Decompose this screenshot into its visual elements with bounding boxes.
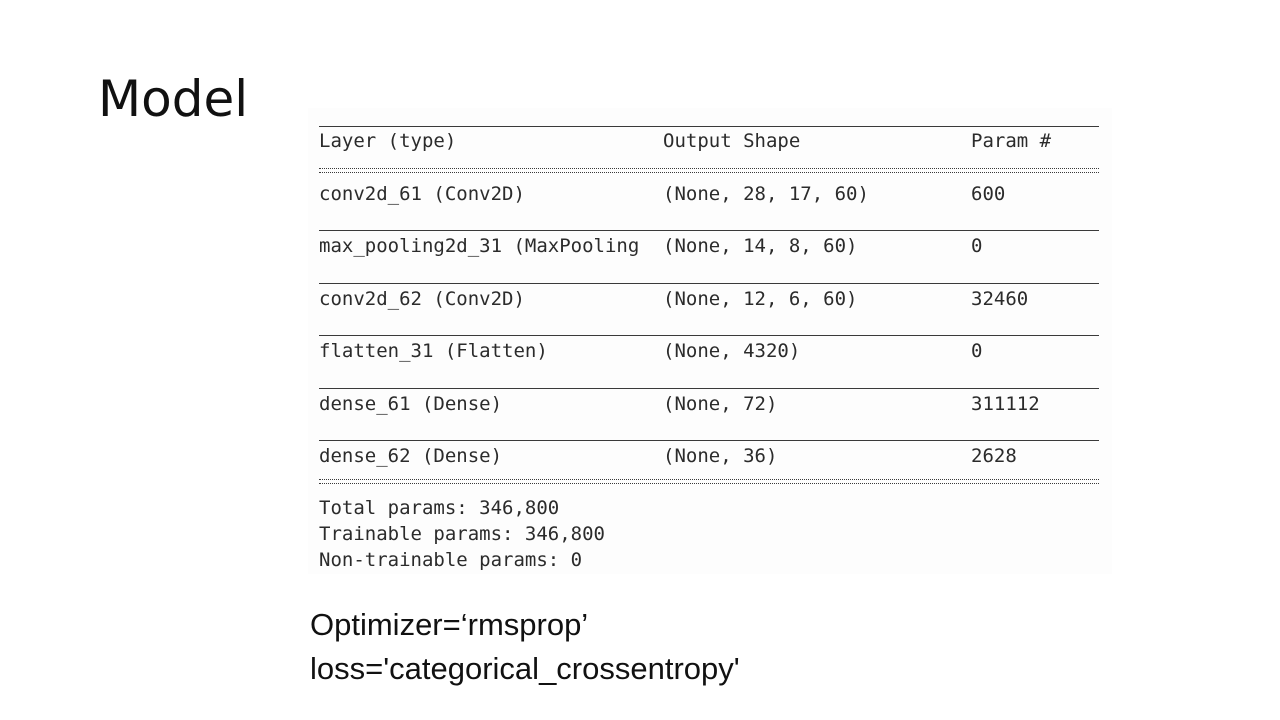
model-summary: Layer (type) Output Shape Param # conv2d… bbox=[308, 108, 1112, 574]
row-divider bbox=[319, 283, 1099, 284]
layer-row: flatten_31 (Flatten) (None, 4320) 0 bbox=[319, 339, 1099, 363]
header-output-shape: Output Shape bbox=[663, 130, 801, 152]
layer-output-shape: (None, 36) bbox=[663, 445, 778, 467]
layer-output-shape: (None, 14, 8, 60) bbox=[663, 235, 858, 257]
layer-name: dense_62 (Dense) bbox=[319, 445, 503, 467]
layer-name: flatten_31 (Flatten) bbox=[319, 340, 548, 362]
row-divider bbox=[319, 440, 1099, 441]
layer-name: max_pooling2d_31 (MaxPooling bbox=[319, 235, 640, 257]
layer-row: max_pooling2d_31 (MaxPooling (None, 14, … bbox=[319, 234, 1099, 258]
top-divider bbox=[319, 126, 1099, 127]
layer-output-shape: (None, 4320) bbox=[663, 340, 801, 362]
layer-row: dense_61 (Dense) (None, 72) 311112 bbox=[319, 392, 1099, 416]
header-params: Param # bbox=[971, 130, 1052, 152]
layer-params: 311112 bbox=[971, 393, 1040, 415]
layer-name: conv2d_61 (Conv2D) bbox=[319, 183, 525, 205]
footer-double-divider bbox=[319, 479, 1099, 484]
header-row: Layer (type) Output Shape Param # bbox=[319, 129, 1099, 153]
layer-params: 32460 bbox=[971, 288, 1029, 310]
trainable-params: Trainable params: 346,800 bbox=[319, 523, 605, 545]
row-divider bbox=[319, 230, 1099, 231]
optimizer-note: Optimizer=‘rmsprop’ bbox=[310, 607, 589, 642]
training-notes: Optimizer=‘rmsprop’ loss='categorical_cr… bbox=[310, 603, 740, 691]
total-params: Total params: 346,800 bbox=[319, 497, 560, 519]
layer-output-shape: (None, 72) bbox=[663, 393, 778, 415]
layer-params: 0 bbox=[971, 235, 983, 257]
layer-params: 0 bbox=[971, 340, 983, 362]
layer-row: conv2d_62 (Conv2D) (None, 12, 6, 60) 324… bbox=[319, 287, 1099, 311]
layer-row: conv2d_61 (Conv2D) (None, 28, 17, 60) 60… bbox=[319, 182, 1099, 206]
row-divider bbox=[319, 335, 1099, 336]
row-divider bbox=[319, 388, 1099, 389]
loss-note: loss='categorical_crossentropy' bbox=[310, 651, 740, 686]
header-layer: Layer (type) bbox=[319, 130, 457, 152]
layer-output-shape: (None, 12, 6, 60) bbox=[663, 288, 858, 310]
non-trainable-params: Non-trainable params: 0 bbox=[319, 549, 583, 571]
layer-name: dense_61 (Dense) bbox=[319, 393, 503, 415]
layer-row: dense_62 (Dense) (None, 36) 2628 bbox=[319, 444, 1099, 468]
layer-params: 600 bbox=[971, 183, 1006, 205]
header-double-divider bbox=[319, 168, 1099, 173]
slide-title: Model bbox=[98, 70, 249, 128]
layer-name: conv2d_62 (Conv2D) bbox=[319, 288, 525, 310]
layer-output-shape: (None, 28, 17, 60) bbox=[663, 183, 869, 205]
layer-params: 2628 bbox=[971, 445, 1017, 467]
